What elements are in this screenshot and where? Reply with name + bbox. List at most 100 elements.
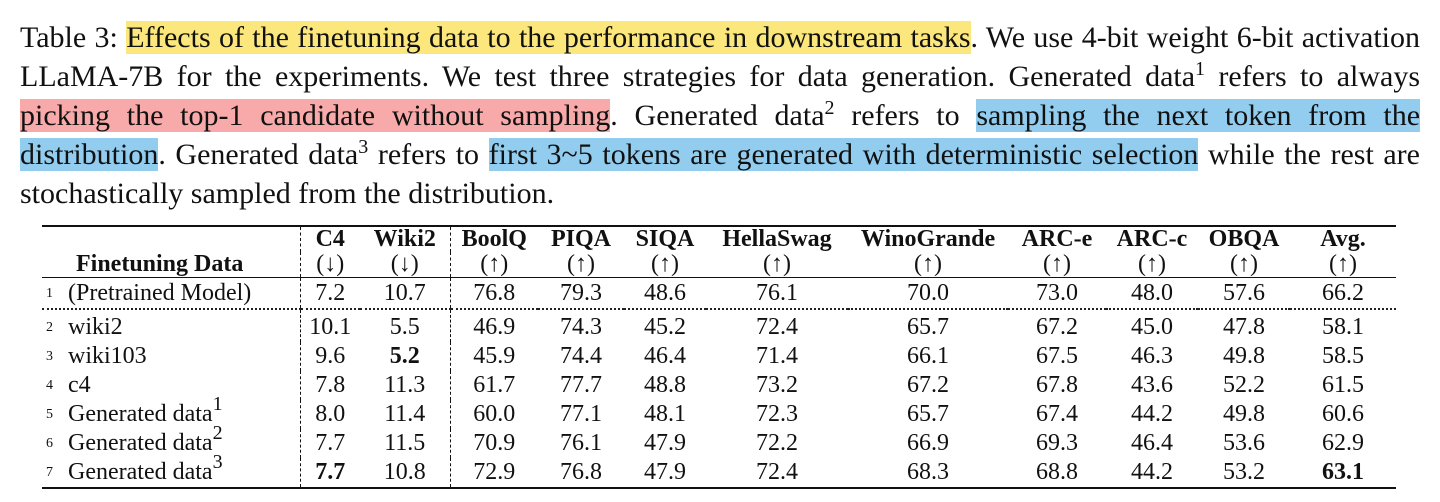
table-cell: 48.0 [1106,277,1198,310]
table-cell: 46.3 [1131,343,1173,369]
table-cell: 5.5 [389,314,420,340]
row-name: (Pretrained Model) [68,279,252,306]
table-caption: Table 3: Effects of the finetuning data … [20,18,1421,213]
direction-arrow: (↑) [1230,251,1258,277]
table-cell: 76.1 [706,277,848,310]
caption-text: refers to always [1205,60,1420,93]
table-cell: 71.4 [756,343,798,369]
row-number: 1 [46,285,53,301]
table-cell: 9.6 [299,342,360,371]
table-cell-best: 5.2 [389,343,420,369]
table-cell: 79.3 [538,277,624,310]
row-number: 7 [46,465,53,480]
table-cell: 73.0 [1008,277,1106,310]
table-cell: 60.0 [449,400,538,429]
table-cell: 53.6 [1223,430,1265,456]
row-name: Generated data [68,430,213,456]
table-cell: 67.2 [907,372,949,398]
table-cell: 11.4 [384,401,426,427]
caption-text: . Generated data [610,99,825,132]
column-header: Wiki2 [373,226,436,252]
table-cell: 65.7 [907,314,949,340]
table-cell: 72.4 [756,314,798,340]
header-row: Finetuning Data C4 Wiki2 BoolQ PIQA SIQA… [42,226,1396,276]
direction-arrow: (↓) [390,251,419,277]
table-cell: 10.1 [299,309,360,342]
table-cell: 77.1 [560,401,602,427]
row-name: wiki103 [68,343,147,369]
direction-arrow: (↑) [1043,251,1071,277]
table-row: 6 Generated data2 7.7 11.5 70.9 76.1 47.9… [42,423,1396,458]
column-header: PIQA [551,226,611,252]
table-cell: 61.5 [1322,372,1364,398]
table-cell: 47.8 [1223,314,1265,340]
row-name: wiki2 [68,314,123,340]
table-cell: 48.8 [644,372,686,398]
direction-arrow: (↑) [1138,251,1166,277]
table-cell: 44.2 [1131,401,1173,427]
table-row: 5 Generated data1 8.0 11.4 60.0 77.1 48.1… [42,394,1396,429]
table-cell: 72.3 [756,401,798,427]
row-label: 1 (Pretrained Model) [42,277,300,310]
table-row: 3 wiki103 9.6 5.2 45.9 74.4 46.4 71.4 66.… [42,342,1396,371]
footnote-mark: 2 [824,97,835,119]
direction-arrow: (↑) [914,251,942,277]
row-label: 4 c4 [42,371,300,400]
table-cell: 72.4 [756,459,798,485]
column-header: SIQA [635,226,695,252]
column-header: ARC-c [1116,226,1188,252]
table-row: 7 Generated data3 7.7 10.8 72.9 76.8 47.9… [42,452,1396,488]
table-cell: 53.2 [1223,459,1265,485]
table-cell: 58.1 [1322,314,1364,340]
table-cell: 60.6 [1322,401,1364,427]
direction-arrow: (↑) [1329,251,1357,277]
column-header: BoolQ [449,226,538,252]
table-cell: 67.8 [1036,372,1078,398]
direction-arrow: (↑) [567,251,595,277]
table-cell: 47.9 [644,430,686,456]
row-number: 6 [46,436,53,451]
caption-text: while the rest are stochastically sample… [20,138,1420,210]
table-cell: 66.2 [1290,277,1396,310]
column-header: Avg. [1320,226,1366,252]
row-label: 7 Generated data3 [42,452,300,488]
table-cell: 67.5 [1036,343,1078,369]
row-label: 6 Generated data2 [42,423,300,458]
table-cell: 72.2 [756,430,798,456]
row-number: 5 [46,407,53,422]
table-cell: 45.0 [1131,314,1173,340]
table-cell: 74.4 [560,343,602,369]
direction-arrow: (↓) [299,252,360,278]
table-cell: 48.1 [644,401,686,427]
table-cell: 67.4 [1036,401,1078,427]
table-row: 1 (Pretrained Model) 7.2 10.7 76.8 79.3 4… [42,277,1396,310]
caption-text: . Generated data [158,138,359,171]
caption-label: Table 3: [20,21,118,54]
highlight-red: picking the top-1 candidate without samp… [20,99,611,132]
table-cell: 7.2 [299,277,360,310]
table-cell: 45.2 [644,314,686,340]
table-cell: 57.6 [1198,277,1290,310]
table-cell: 62.9 [1322,430,1364,456]
row-number: 2 [46,320,53,335]
footnote-mark: 1 [1195,58,1206,80]
footnote-mark: 3 [212,451,223,473]
row-name: Generated data [68,459,213,485]
row-name: Generated data [68,401,213,427]
table-cell: 8.0 [299,400,360,429]
table-cell: 7.8 [299,371,360,400]
direction-row: (↓) (↓) (↑) (↑) (↑) (↑) (↑) (↑) (↑) (↑) … [42,252,1396,278]
direction-arrow: (↑) [651,251,679,277]
caption-text: . We use 4-bit weight 6-bit activation L… [20,21,1420,93]
table-cell: 11.3 [384,372,426,398]
table-cell: 7.7 [299,429,360,458]
row-label: 2 wiki2 [42,309,300,342]
table-cell: 72.9 [449,458,538,488]
caption-text: refers to [834,99,977,132]
table-cell: 77.7 [560,372,602,398]
table-cell-best: 63.1 [1322,459,1364,485]
table-cell: 47.9 [644,459,686,485]
column-header: ARC-e [1021,226,1093,252]
table-cell: 68.8 [1036,459,1078,485]
table-cell: 52.2 [1223,372,1265,398]
